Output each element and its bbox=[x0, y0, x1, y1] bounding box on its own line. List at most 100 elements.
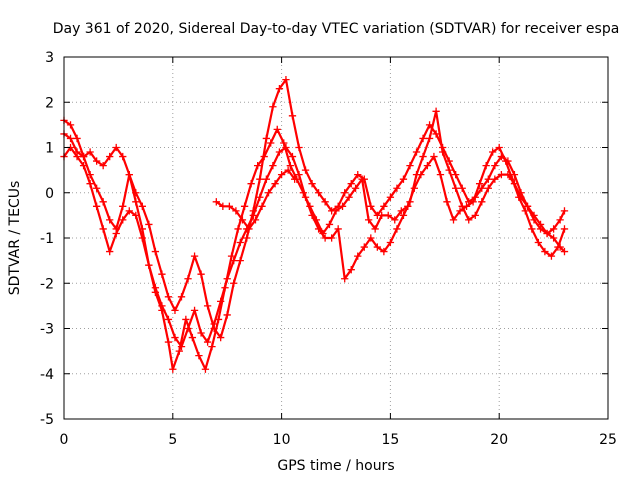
data-point bbox=[145, 220, 153, 229]
data-point bbox=[360, 243, 368, 251]
data-point bbox=[251, 216, 260, 224]
data-point bbox=[197, 270, 205, 278]
axis-ticks bbox=[63, 56, 609, 420]
data-point bbox=[125, 207, 133, 215]
data-point bbox=[288, 112, 297, 120]
data-point bbox=[504, 157, 512, 165]
data-point bbox=[92, 202, 101, 210]
data-point bbox=[458, 202, 466, 210]
data-point bbox=[106, 216, 114, 224]
data-point bbox=[286, 161, 294, 170]
data-point bbox=[478, 198, 486, 206]
data-point bbox=[184, 324, 192, 333]
data-point bbox=[267, 139, 275, 147]
data-point bbox=[452, 171, 460, 179]
data-point bbox=[373, 211, 381, 220]
data-point bbox=[386, 193, 395, 201]
data-point bbox=[258, 202, 266, 210]
data-point bbox=[210, 324, 218, 333]
data-point bbox=[145, 261, 153, 269]
data-point bbox=[66, 121, 75, 129]
data-point bbox=[380, 247, 388, 256]
data-point bbox=[530, 216, 538, 224]
data-point bbox=[269, 161, 277, 170]
data-point bbox=[549, 225, 558, 233]
data-point bbox=[92, 184, 101, 192]
data-point bbox=[232, 207, 240, 215]
data-point bbox=[236, 238, 244, 247]
data-point bbox=[341, 189, 349, 197]
data-point bbox=[119, 202, 127, 210]
data-point bbox=[86, 171, 94, 179]
x-axis-label: GPS time / hours bbox=[277, 458, 394, 474]
data-point bbox=[327, 207, 336, 215]
data-point bbox=[86, 180, 94, 188]
data-point bbox=[112, 143, 120, 152]
data-point bbox=[391, 216, 399, 224]
data-point bbox=[423, 161, 432, 170]
data-point bbox=[184, 275, 192, 283]
data-point bbox=[201, 365, 210, 373]
data-point bbox=[92, 157, 101, 165]
data-point bbox=[314, 225, 323, 233]
data-point bbox=[517, 189, 525, 197]
data-point bbox=[432, 107, 440, 115]
data-point bbox=[432, 130, 440, 138]
data-point bbox=[341, 275, 349, 283]
data-point bbox=[484, 175, 492, 183]
y-tick-labels: -5 -4 -3 -2 -1 0 1 2 3 bbox=[40, 50, 54, 428]
data-point bbox=[354, 252, 362, 260]
data-point bbox=[484, 184, 492, 192]
data-point bbox=[497, 171, 506, 179]
x-tick-label: 0 bbox=[60, 432, 69, 448]
data-point bbox=[327, 234, 336, 242]
data-point bbox=[245, 225, 253, 233]
chart-title: Day 361 of 2020, Sidereal Day-to-day VTE… bbox=[53, 21, 620, 37]
data-point bbox=[436, 171, 445, 179]
data-point bbox=[367, 202, 375, 210]
data-point bbox=[347, 180, 355, 188]
data-point bbox=[556, 216, 564, 224]
data-point bbox=[212, 198, 220, 206]
data-point bbox=[301, 166, 310, 174]
data-point bbox=[489, 148, 497, 156]
data-point bbox=[543, 229, 551, 238]
data-point bbox=[271, 180, 279, 188]
data-point bbox=[560, 225, 569, 233]
data-point bbox=[430, 152, 438, 161]
data-point bbox=[325, 220, 334, 229]
data-point bbox=[386, 238, 395, 247]
data-point bbox=[291, 175, 299, 183]
data-point bbox=[521, 207, 529, 215]
data-point bbox=[438, 143, 447, 152]
data-point bbox=[534, 238, 543, 247]
data-point bbox=[175, 347, 183, 355]
data-point bbox=[275, 85, 284, 93]
data-point bbox=[280, 139, 288, 147]
data-point bbox=[321, 198, 329, 206]
data-point bbox=[73, 148, 81, 156]
data-point bbox=[236, 256, 244, 265]
data-point bbox=[171, 333, 179, 342]
data-point bbox=[504, 171, 512, 179]
data-point bbox=[256, 193, 264, 201]
data-point bbox=[301, 193, 310, 201]
y-tick-label: 1 bbox=[45, 141, 54, 157]
data-point bbox=[247, 180, 255, 188]
series-track-c bbox=[60, 75, 569, 342]
data-point bbox=[230, 256, 238, 265]
data-point bbox=[243, 234, 251, 242]
data-point bbox=[99, 198, 107, 206]
data-point bbox=[536, 225, 545, 233]
data-point bbox=[164, 293, 173, 301]
data-point bbox=[308, 211, 316, 220]
data-point bbox=[151, 247, 160, 256]
data-point bbox=[171, 306, 179, 315]
data-point bbox=[412, 148, 421, 156]
data-point bbox=[321, 234, 329, 242]
data-point bbox=[541, 247, 549, 256]
data-point bbox=[371, 225, 379, 233]
data-point bbox=[523, 202, 532, 210]
data-point bbox=[164, 338, 173, 346]
